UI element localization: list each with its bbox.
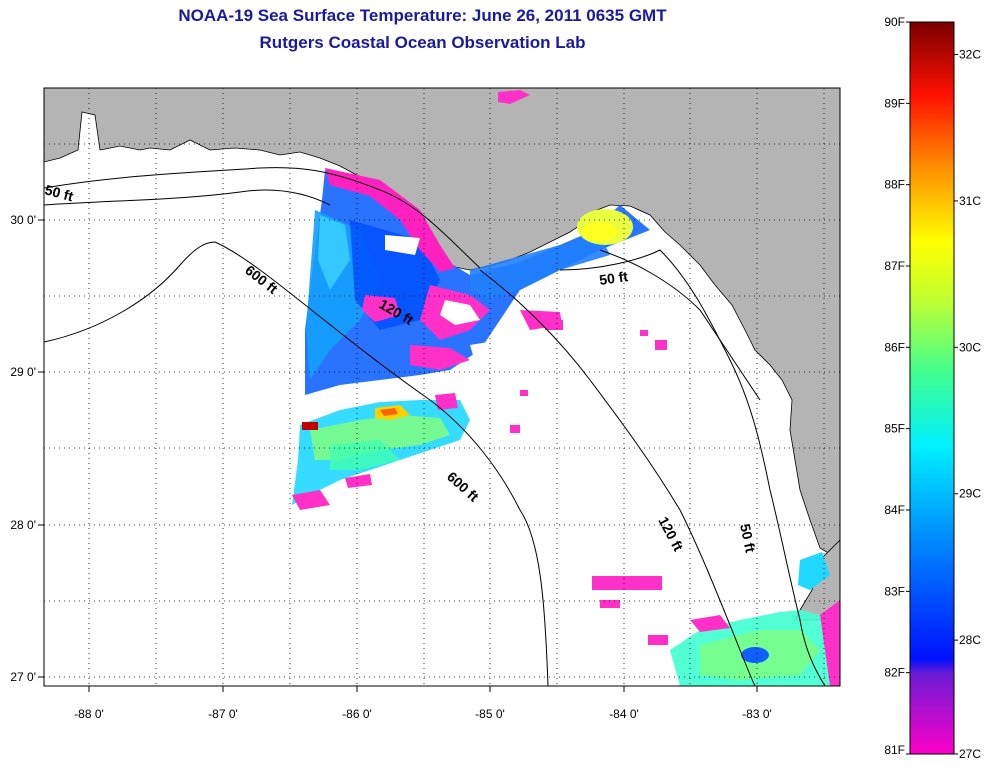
isobath-label: 50 ft: [598, 268, 629, 288]
lat-tick-label: 29 0': [10, 365, 36, 379]
colorbar-f-label: 90F: [884, 15, 905, 29]
lon-tick-label: -83 0': [742, 707, 772, 721]
lon-tick-label: -85 0': [475, 707, 505, 721]
lon-tick-label: -87 0': [208, 707, 238, 721]
lat-tick-label: 28 0': [10, 518, 36, 532]
colorbar-gradient: [909, 21, 955, 755]
colorbar-c-label: 30C: [959, 340, 981, 354]
colorbar-f-label: 86F: [884, 340, 905, 354]
colorbar-f-label: 87F: [884, 259, 905, 273]
axis-ticks: [38, 219, 758, 692]
colorbar-c-label: 31C: [959, 194, 981, 208]
title-line-2: Rutgers Coastal Ocean Observation Lab: [259, 33, 586, 52]
isobath-label: 50 ft: [43, 181, 75, 204]
title-line-1: NOAA-19 Sea Surface Temperature: June 26…: [178, 6, 667, 25]
lon-tick-label: -86 0': [342, 707, 372, 721]
isobath-lines: [44, 167, 826, 686]
colorbar-f-label: 89F: [884, 96, 905, 110]
isobath-label: 50 ft: [737, 522, 759, 554]
colorbar-f-label: 83F: [884, 584, 905, 598]
colorbar-f-label: 81F: [884, 743, 905, 757]
colorbar-f-label: 88F: [884, 178, 905, 192]
lon-tick-label: -84 0': [609, 707, 639, 721]
lat-tick-label: 27 0': [10, 670, 36, 684]
colorbar-c-label: 27C: [959, 747, 981, 761]
colorbar-f-label: 82F: [884, 666, 905, 680]
lat-tick-label: 30 0': [10, 213, 36, 227]
lon-tick-label: -88 0': [74, 707, 104, 721]
colorbar-c-label: 29C: [959, 487, 981, 501]
colorbar-f-label: 85F: [884, 422, 905, 436]
sst-data: [292, 90, 840, 686]
colorbar-f-label: 84F: [884, 503, 905, 517]
colorbar-c-label: 28C: [959, 633, 981, 647]
colorbar: 90F 89F 88F 87F 86F 85F 84F 83F 82F 81F 32C 31C 30C…: [884, 15, 981, 761]
colorbar-c-label: 32C: [959, 48, 981, 62]
